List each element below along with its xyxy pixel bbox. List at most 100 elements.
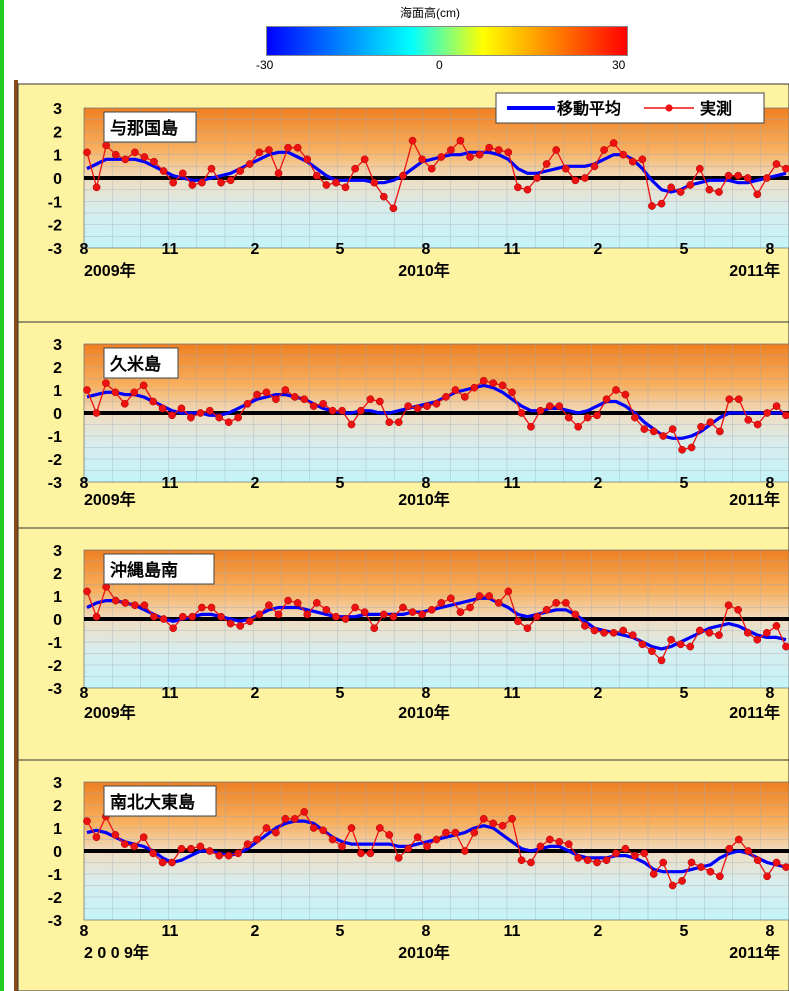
observed-point xyxy=(370,178,379,187)
observed-point xyxy=(83,817,91,825)
observed-point xyxy=(427,605,436,614)
observed-point xyxy=(341,183,350,192)
observed-point xyxy=(782,863,789,871)
observed-point xyxy=(442,828,450,837)
observed-point xyxy=(475,150,484,159)
observed-point xyxy=(379,610,388,619)
observed-point xyxy=(300,395,309,404)
observed-point xyxy=(602,395,611,404)
observed-point xyxy=(734,605,742,614)
y-tick-label: 1 xyxy=(53,821,62,838)
observed-point xyxy=(725,844,734,853)
y-tick-label: 0 xyxy=(53,406,62,423)
observed-point xyxy=(460,393,469,401)
observed-point xyxy=(489,379,498,387)
observed-point xyxy=(619,626,628,635)
observed-point xyxy=(215,413,224,422)
observed-point xyxy=(574,854,583,862)
y-tick-label: -1 xyxy=(48,867,62,884)
y-tick-label: 1 xyxy=(53,148,62,165)
legend: 移動平均 実測 xyxy=(495,92,765,124)
y-tick-label: -3 xyxy=(48,681,62,698)
y-tick-label: 3 xyxy=(53,543,62,560)
observed-point xyxy=(695,164,704,173)
observed-point xyxy=(574,422,583,431)
observed-point xyxy=(743,628,752,637)
observed-point xyxy=(140,153,149,161)
moving-average-line xyxy=(86,596,787,651)
observed-point xyxy=(303,155,312,164)
observed-point xyxy=(485,592,494,600)
observed-point xyxy=(312,171,321,180)
y-tick-label: -3 xyxy=(48,241,62,258)
observed-point xyxy=(508,814,516,823)
observed-point xyxy=(542,160,551,168)
observed-point xyxy=(389,204,398,213)
observed-point xyxy=(621,844,630,853)
y-tick-label: 3 xyxy=(53,337,62,354)
observed-point xyxy=(347,420,356,429)
observed-point xyxy=(177,844,186,853)
observed-point xyxy=(590,626,599,635)
observed-point xyxy=(479,376,488,385)
observed-point xyxy=(552,146,561,154)
observed-point xyxy=(697,422,705,431)
observed-point xyxy=(466,153,474,161)
observed-point xyxy=(705,628,714,637)
x-tick-label: 11 xyxy=(504,685,521,702)
observed-point xyxy=(498,381,507,390)
observed-point xyxy=(508,388,516,397)
observed-point xyxy=(130,388,139,397)
observed-point xyxy=(423,402,431,410)
observed-point xyxy=(734,395,743,404)
observed-point xyxy=(628,157,637,166)
observed-point xyxy=(188,181,197,189)
observed-point xyxy=(290,814,299,823)
x-tick-label: 8 xyxy=(766,923,775,940)
x-tick-label: 11 xyxy=(504,241,521,258)
observed-point xyxy=(659,858,668,867)
observed-point xyxy=(360,155,369,164)
x-tick-label: 5 xyxy=(680,923,689,940)
x-tick-label: 2 xyxy=(251,685,260,702)
observed-point xyxy=(668,425,677,433)
observed-point xyxy=(744,416,753,424)
observed-point xyxy=(753,856,762,865)
chart-left-border xyxy=(14,80,18,991)
observed-point xyxy=(303,610,312,619)
x-tick-label: 11 xyxy=(162,685,179,702)
observed-point xyxy=(178,169,187,178)
x-tick-label: 8 xyxy=(766,475,775,492)
x-tick-label: 8 xyxy=(766,685,775,702)
observed-point xyxy=(734,835,743,844)
observed-point xyxy=(619,150,628,159)
observed-point xyxy=(253,835,261,844)
y-tick-label: 1 xyxy=(53,383,62,400)
observed-point xyxy=(648,647,656,656)
observed-point xyxy=(533,612,541,621)
y-tick-label: -1 xyxy=(48,635,62,652)
observed-point xyxy=(159,167,168,175)
colorbar-tick-max: 30 xyxy=(612,58,626,72)
observed-point xyxy=(772,622,781,630)
observed-point xyxy=(226,619,235,628)
observed-point xyxy=(399,603,407,612)
observed-point xyxy=(514,617,522,626)
observed-point xyxy=(234,849,242,858)
observed-point xyxy=(236,167,245,175)
observed-point xyxy=(715,188,723,196)
observed-point xyxy=(514,183,522,192)
observed-point xyxy=(590,162,599,171)
observed-point xyxy=(523,624,532,633)
observed-point xyxy=(366,849,375,858)
y-tick-label: 2 xyxy=(53,124,62,141)
observed-point xyxy=(158,404,167,413)
observed-point xyxy=(159,615,168,623)
observed-point xyxy=(687,443,696,452)
observed-point xyxy=(716,872,724,881)
observed-point xyxy=(418,610,426,619)
observed-point xyxy=(207,603,216,612)
observed-point xyxy=(375,397,384,406)
observed-point xyxy=(706,418,715,427)
